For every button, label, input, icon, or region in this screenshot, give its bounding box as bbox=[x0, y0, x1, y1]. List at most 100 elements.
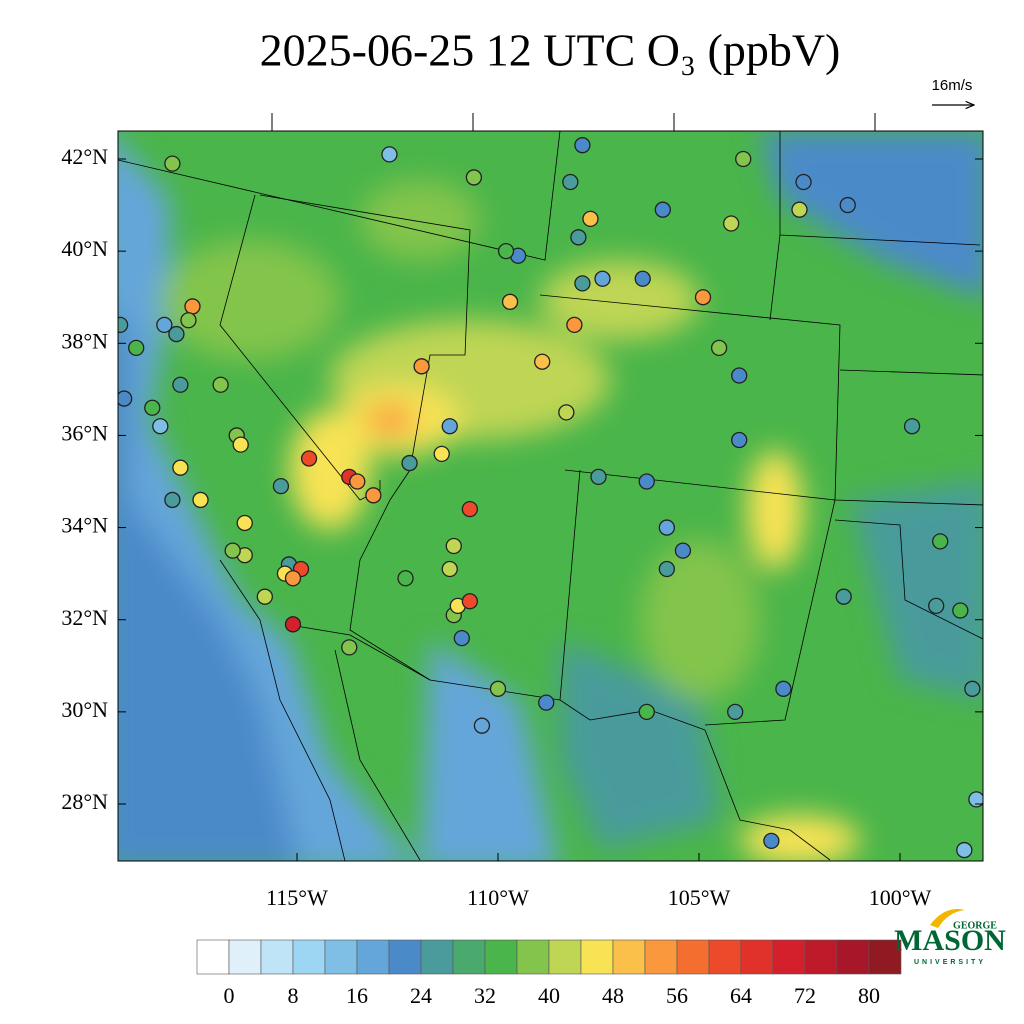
station bbox=[381, 146, 398, 163]
station bbox=[497, 242, 515, 260]
station bbox=[634, 270, 651, 287]
station bbox=[441, 560, 458, 578]
station bbox=[594, 270, 611, 287]
station bbox=[433, 445, 450, 463]
station bbox=[638, 703, 655, 721]
colorbar-box bbox=[516, 939, 550, 975]
station bbox=[658, 519, 675, 536]
colorbar-box bbox=[804, 939, 838, 975]
colorbar-box bbox=[676, 939, 710, 975]
map-background bbox=[118, 131, 983, 861]
lat-tick-label: 38°N bbox=[61, 328, 108, 353]
title: 2025-06-25 12 UTC O₃ (ppbV) bbox=[260, 25, 841, 76]
station bbox=[212, 376, 229, 393]
logo: GEORGE MASON UNIVERSITY bbox=[894, 909, 1006, 966]
logo-top: GEORGE bbox=[953, 920, 997, 931]
colorbar-tick-label: 72 bbox=[794, 983, 816, 1008]
colorbar-box bbox=[324, 939, 358, 975]
station bbox=[566, 316, 583, 334]
lon-tick-label: 105°W bbox=[668, 885, 731, 910]
logo-bottom: UNIVERSITY bbox=[914, 959, 986, 966]
station bbox=[152, 418, 169, 435]
station bbox=[723, 215, 740, 232]
station bbox=[590, 468, 607, 486]
station bbox=[180, 312, 197, 329]
colorbar-box bbox=[292, 939, 326, 975]
station bbox=[300, 450, 318, 467]
colorbar: 0 8 16 24 32 40 48 56 64 72 80 bbox=[196, 939, 902, 1008]
colorbar-box bbox=[260, 939, 294, 975]
station bbox=[461, 593, 479, 610]
station bbox=[570, 229, 587, 246]
colorbar-box bbox=[484, 939, 518, 975]
station bbox=[731, 431, 748, 449]
colorbar-box bbox=[708, 939, 742, 975]
colorbar-box bbox=[196, 939, 230, 975]
colorbar-box bbox=[228, 939, 262, 975]
colorbar-tick-label: 40 bbox=[538, 983, 560, 1008]
station bbox=[164, 155, 181, 172]
colorbar-box bbox=[772, 939, 806, 975]
station bbox=[763, 832, 780, 850]
station bbox=[574, 137, 591, 154]
station bbox=[465, 169, 483, 186]
station bbox=[461, 500, 479, 518]
station bbox=[184, 298, 201, 315]
station bbox=[256, 588, 273, 605]
lat-tick-label: 32°N bbox=[61, 605, 108, 630]
station bbox=[172, 459, 189, 476]
station bbox=[172, 376, 189, 393]
station bbox=[956, 841, 973, 859]
station bbox=[731, 367, 748, 384]
station bbox=[128, 339, 145, 357]
station bbox=[735, 150, 752, 168]
station bbox=[164, 491, 181, 509]
colorbar-box bbox=[644, 939, 678, 975]
station bbox=[401, 454, 418, 472]
lon-tick-label: 110°W bbox=[467, 885, 529, 910]
station bbox=[413, 358, 430, 375]
station bbox=[118, 390, 133, 407]
station bbox=[674, 542, 692, 559]
stations bbox=[118, 137, 983, 859]
station bbox=[562, 173, 579, 191]
logo-main: MASON bbox=[894, 924, 1006, 957]
station bbox=[638, 473, 655, 490]
station bbox=[835, 588, 852, 605]
station bbox=[932, 533, 949, 550]
colorbar-box bbox=[612, 939, 646, 975]
station bbox=[272, 477, 290, 495]
lon-tick-label: 100°W bbox=[869, 885, 932, 910]
colorbar-box bbox=[420, 939, 454, 975]
colorbar-box bbox=[548, 939, 582, 975]
station bbox=[775, 680, 792, 697]
colorbar-box bbox=[740, 939, 774, 975]
map-frame bbox=[117, 130, 984, 862]
station bbox=[558, 404, 575, 421]
station bbox=[453, 629, 470, 647]
colorbar-tick-label: 0 bbox=[224, 983, 235, 1008]
colorbar-tick-label: 32 bbox=[474, 983, 496, 1008]
station bbox=[574, 275, 591, 292]
colorbar-tick-label: 64 bbox=[730, 983, 752, 1008]
colorbar-box bbox=[452, 939, 486, 975]
lon-tick-label: 115°W bbox=[266, 885, 328, 910]
lat-tick-label: 36°N bbox=[61, 420, 108, 445]
station bbox=[928, 597, 945, 615]
colorbar-box bbox=[836, 939, 870, 975]
colorbar-tick-label: 16 bbox=[346, 983, 368, 1008]
lat-tick-label: 30°N bbox=[61, 697, 108, 722]
station bbox=[501, 293, 519, 310]
station bbox=[168, 325, 185, 343]
colorbar-tick-label: 8 bbox=[288, 983, 299, 1008]
colorbar-box bbox=[868, 939, 902, 975]
station bbox=[156, 316, 173, 334]
station bbox=[118, 316, 129, 334]
station bbox=[365, 487, 382, 504]
logo-swoosh bbox=[930, 909, 965, 928]
station bbox=[284, 570, 302, 587]
station bbox=[727, 703, 744, 721]
station bbox=[397, 570, 414, 587]
station bbox=[445, 537, 462, 555]
